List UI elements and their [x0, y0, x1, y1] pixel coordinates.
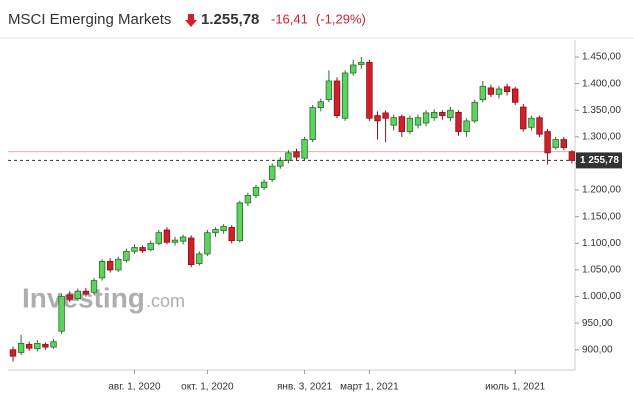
- x-tick-label: март 1, 2021: [340, 382, 399, 393]
- chart-title: MSCI Emerging Markets: [8, 11, 171, 28]
- last-price-box: [576, 152, 622, 169]
- candle-body: [447, 109, 454, 119]
- y-tick-label: 1.200,00: [582, 185, 621, 196]
- candle-body: [366, 61, 373, 119]
- candle-body: [293, 151, 300, 158]
- candle-body: [374, 115, 381, 122]
- candle-body: [463, 120, 470, 132]
- candle-body: [414, 117, 422, 126]
- x-tick-label: авг. 1, 2020: [108, 382, 161, 393]
- y-tick-label: 1.400,00: [582, 78, 621, 89]
- candle-body: [244, 195, 252, 204]
- x-tick-label: янв. 3, 2021: [277, 382, 333, 393]
- x-tick-label: июль 1, 2021: [485, 382, 545, 393]
- candle-body: [187, 237, 195, 266]
- candle-body: [398, 116, 405, 132]
- candle-body: [74, 290, 81, 300]
- candle-body: [9, 349, 17, 357]
- candle-body: [317, 101, 324, 108]
- candle-body: [171, 239, 179, 243]
- y-tick-label: 1.300,00: [582, 132, 621, 143]
- x-tick-label: окт. 1, 2020: [181, 382, 234, 393]
- candle-body: [471, 101, 478, 122]
- watermark-brand: Investing: [22, 282, 145, 313]
- candle-body: [179, 236, 187, 242]
- candle-body: [430, 111, 438, 119]
- candle-body: [139, 247, 146, 252]
- candle-body: [422, 112, 430, 124]
- candle-body: [123, 250, 130, 261]
- change-percent: (-1,29%): [316, 11, 366, 26]
- candle-body: [520, 106, 527, 130]
- candle-body: [260, 181, 268, 188]
- candle-body: [301, 139, 308, 159]
- candle-body: [131, 247, 138, 252]
- candle-body: [58, 296, 65, 332]
- candle-body: [212, 229, 219, 234]
- candle-body: [147, 242, 154, 251]
- down-arrow-icon: [185, 14, 197, 27]
- candle-body: [220, 225, 227, 231]
- price: 1.255,78: [201, 11, 259, 28]
- y-tick-label: 1.100,00: [582, 238, 621, 249]
- candle-body: [479, 85, 486, 101]
- candle-body: [98, 261, 106, 279]
- candle-body: [228, 226, 235, 242]
- candle-body: [25, 344, 33, 349]
- y-tick-label: 900,00: [582, 344, 613, 355]
- candle-body: [544, 131, 551, 154]
- candle-body: [66, 294, 73, 300]
- candle-body: [236, 202, 243, 242]
- change: -16,41: [271, 11, 308, 26]
- candle-body: [277, 159, 284, 167]
- candle-body: [341, 72, 349, 119]
- candle-body: [439, 111, 446, 116]
- y-tick-label: 1.350,00: [582, 105, 621, 116]
- y-tick-label: 1.450,00: [582, 52, 621, 63]
- y-tick-label: 1.150,00: [582, 211, 621, 222]
- candle-body: [252, 187, 260, 196]
- candle-body: [406, 117, 414, 132]
- candle-body: [196, 253, 203, 264]
- candle-body: [325, 80, 333, 101]
- candle-body: [512, 88, 519, 103]
- candle-body: [358, 61, 365, 65]
- candle-body: [204, 232, 211, 255]
- candle-body: [34, 342, 41, 350]
- candle-body: [268, 165, 276, 180]
- y-tick-label: 1.050,00: [582, 265, 621, 276]
- y-tick-label: 950,00: [582, 318, 613, 329]
- candle-body: [309, 107, 316, 140]
- candle-body: [487, 87, 495, 95]
- candle-body: [495, 88, 503, 95]
- candle-body: [115, 258, 122, 271]
- last-price-label: 1 255,78: [580, 155, 619, 166]
- candle-body: [285, 152, 292, 161]
- candle-body: [90, 280, 98, 293]
- candle-body: [155, 232, 162, 244]
- candle-body: [163, 229, 171, 243]
- candle-body: [107, 261, 114, 271]
- candle-body: [455, 111, 462, 132]
- candle-body: [50, 341, 57, 348]
- candle-body: [42, 344, 49, 348]
- watermark-suffix: .com: [146, 291, 185, 311]
- candle-body: [82, 290, 90, 295]
- candle-body: [333, 80, 341, 116]
- candle-body: [568, 151, 576, 161]
- candle-body: [503, 86, 511, 93]
- candle-body: [560, 139, 567, 148]
- candle-body: [536, 117, 543, 135]
- y-tick-label: 1.000,00: [582, 291, 621, 302]
- candle-body: [528, 117, 535, 128]
- candle-body: [552, 139, 559, 148]
- candle-body: [390, 117, 397, 126]
- candle-body: [382, 112, 389, 119]
- candle-body: [17, 342, 25, 353]
- candle-body: [349, 64, 357, 74]
